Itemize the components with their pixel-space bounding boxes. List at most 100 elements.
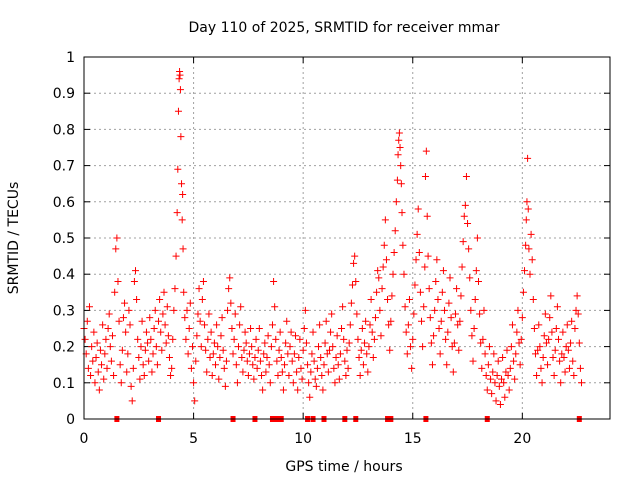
data-point: [414, 205, 422, 213]
data-point: [460, 212, 468, 220]
data-point: [466, 274, 474, 282]
data-point: [489, 368, 497, 376]
data-point: [538, 379, 546, 387]
data-point: [194, 310, 202, 318]
data-point: [346, 321, 354, 329]
data-point: [136, 375, 144, 383]
data-point: [438, 288, 446, 296]
data-point: [176, 71, 184, 79]
data-point: [249, 361, 257, 369]
data-point: [419, 343, 427, 351]
data-point: [289, 379, 297, 387]
data-point: [291, 332, 299, 340]
data-point: [206, 353, 214, 361]
y-tick-label: 0.6: [53, 195, 75, 211]
data-point: [454, 321, 462, 329]
data-point: [83, 317, 91, 325]
data-point: [408, 364, 416, 372]
data-point: [113, 234, 121, 242]
data-point: [282, 339, 290, 347]
data-point: [259, 386, 267, 394]
data-point: [541, 310, 549, 318]
data-point: [188, 343, 196, 351]
data-point: [159, 310, 167, 318]
data-point: [496, 401, 504, 409]
data-point: [108, 332, 116, 340]
y-tick-label: 0.7: [53, 159, 75, 175]
data-point: [457, 292, 465, 300]
data-point: [146, 314, 154, 322]
data-point: [114, 277, 122, 285]
data-point: [193, 332, 201, 340]
data-point: [286, 343, 294, 351]
data-point: [407, 343, 415, 351]
data-point: [295, 353, 303, 361]
data-point: [400, 270, 408, 278]
data-point: [167, 372, 175, 380]
data-point: [278, 368, 286, 376]
data-point: [447, 314, 455, 322]
data-point: [430, 332, 438, 340]
data-point: [388, 292, 396, 300]
data-point: [403, 350, 411, 358]
data-point: [545, 335, 553, 343]
data-point: [464, 220, 472, 228]
data-point: [511, 375, 519, 383]
data-point: [345, 339, 353, 347]
data-point: [178, 180, 186, 188]
data-point: [401, 303, 409, 311]
data-point: [101, 350, 109, 358]
data-point: [444, 328, 452, 336]
data-point: [243, 357, 251, 365]
y-tick-label: 0.9: [53, 86, 75, 102]
data-point: [224, 306, 232, 314]
data-point: [283, 317, 291, 325]
data-point: [531, 350, 539, 358]
data-point: [415, 248, 423, 256]
data-point: [382, 256, 390, 264]
data-point: [301, 306, 309, 314]
data-point: [392, 198, 400, 206]
data-point: [311, 375, 319, 383]
data-point: [563, 321, 571, 329]
data-point: [396, 144, 404, 151]
data-point: [202, 346, 210, 354]
data-point: [380, 241, 388, 249]
data-point: [205, 310, 213, 318]
data-point: [309, 328, 317, 336]
data-point: [442, 335, 450, 343]
data-point: [225, 285, 233, 293]
data-point: [152, 343, 160, 351]
data-point: [505, 386, 513, 394]
data-point: [208, 372, 216, 380]
data-point: [323, 350, 331, 358]
data-point: [381, 216, 389, 224]
data-point: [204, 335, 212, 343]
data-point: [173, 209, 181, 217]
data-point: [177, 133, 185, 141]
data-point: [81, 335, 89, 343]
data-point: [140, 372, 148, 380]
data-point: [334, 361, 342, 369]
data-point: [197, 343, 205, 351]
x-tick-label: 5: [189, 431, 198, 447]
data-point: [500, 379, 508, 387]
data-point: [276, 328, 284, 336]
data-point: [147, 335, 155, 343]
data-point: [185, 325, 193, 332]
data-point: [171, 285, 179, 293]
data-point: [393, 176, 401, 184]
data-point: [178, 216, 186, 224]
data-point: [151, 306, 159, 314]
x-tick-label: 15: [404, 431, 422, 447]
data-point: [179, 191, 187, 199]
data-point: [409, 335, 417, 343]
data-point: [219, 346, 227, 354]
data-point: [433, 256, 441, 264]
data-point: [395, 136, 403, 144]
data-point: [421, 172, 429, 180]
data-point: [277, 353, 285, 361]
data-point: [446, 274, 454, 282]
data-point: [150, 325, 158, 332]
data-point: [375, 274, 383, 282]
